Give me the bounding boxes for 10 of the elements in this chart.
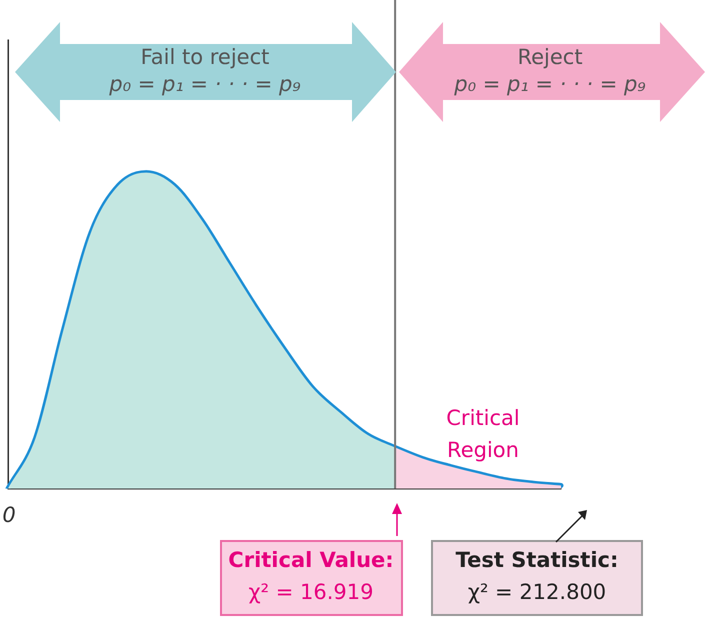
text: Fail to reject xyxy=(140,45,270,69)
text: Critical Value: xyxy=(228,548,394,572)
text: χ² = 212.800 xyxy=(468,580,606,604)
text: p₀ = p₁ = · · · = p₉ xyxy=(109,72,301,96)
text: p₀ = p₁ = · · · = p₉ xyxy=(454,72,646,96)
annotation: Critical Region xyxy=(445,405,521,464)
text: Test Statistic: xyxy=(456,548,618,572)
text: χ² = 16.919 xyxy=(248,580,374,604)
text: 0 xyxy=(2,503,16,527)
text: Reject xyxy=(517,45,583,69)
